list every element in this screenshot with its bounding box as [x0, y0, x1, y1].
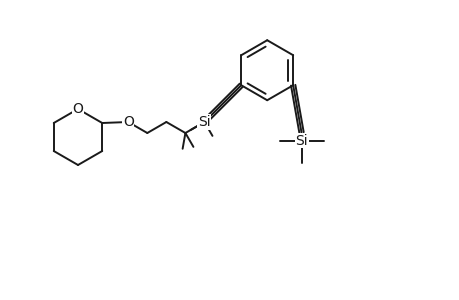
Text: O: O — [123, 115, 134, 129]
Text: Si: Si — [198, 115, 210, 129]
Text: Si: Si — [295, 134, 307, 148]
Text: O: O — [73, 102, 83, 116]
